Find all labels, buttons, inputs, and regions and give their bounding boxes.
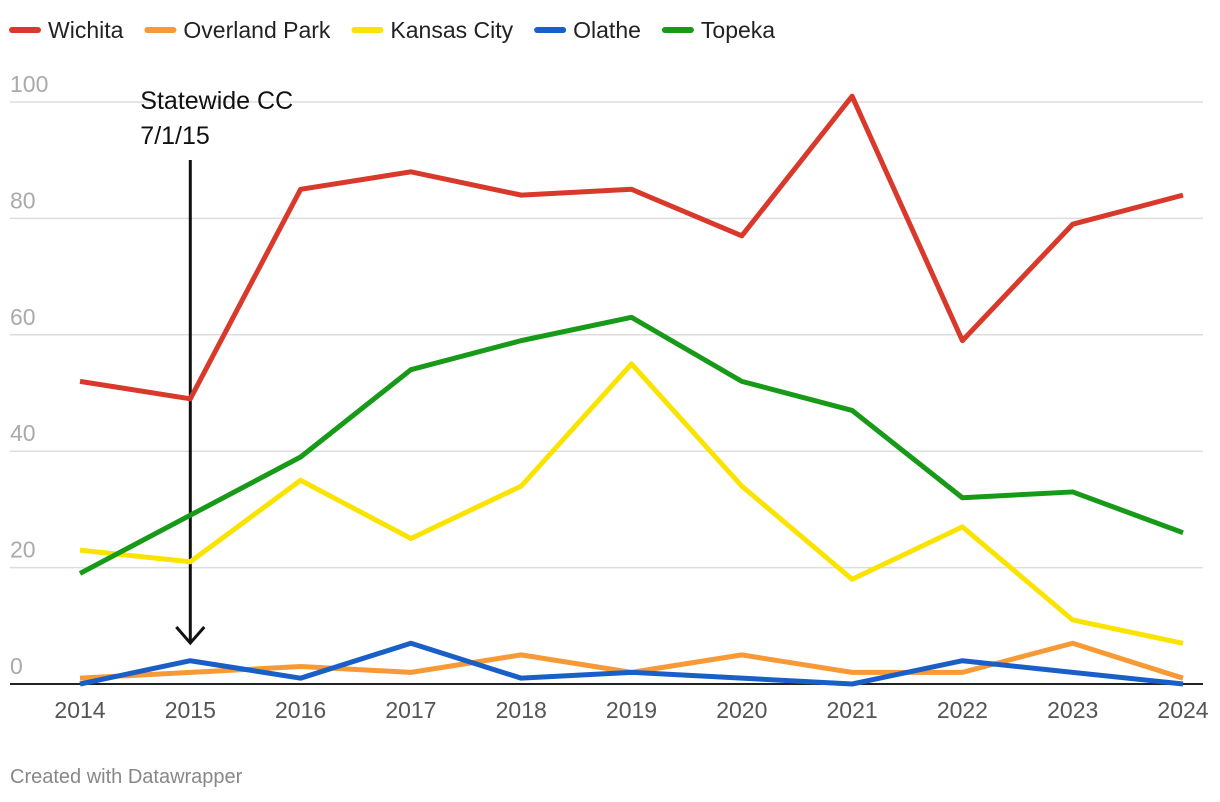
- series-line: [79, 361, 1184, 646]
- series-line: [79, 93, 1184, 402]
- annotation: Statewide CC: [140, 87, 293, 115]
- x-tick-label: 2017: [385, 697, 436, 723]
- y-tick-label: 60: [10, 304, 36, 330]
- x-tick-label: 2018: [496, 697, 547, 723]
- y-tick-label: 40: [10, 420, 36, 446]
- y-tick-label: 100: [10, 71, 48, 97]
- x-tick-label: 2014: [54, 697, 105, 723]
- x-tick-label: 2024: [1157, 697, 1208, 723]
- annotation: 7/1/15: [140, 122, 210, 150]
- x-tick-label: 2023: [1047, 697, 1098, 723]
- legend-label: Kansas City: [390, 17, 513, 43]
- y-tick-label: 0: [10, 653, 23, 679]
- x-tick-label: 2020: [716, 697, 767, 723]
- y-tick-label: 80: [10, 187, 36, 213]
- annotation-arrowhead: [175, 626, 206, 646]
- x-tick-label: 2016: [275, 697, 326, 723]
- y-tick-label: 20: [10, 537, 36, 563]
- x-tick-label: 2021: [827, 697, 878, 723]
- series-line: [78, 314, 1184, 576]
- footer: Created with Datawrapper: [10, 766, 243, 788]
- x-tick-label: 2022: [937, 697, 988, 723]
- series-line: [79, 640, 1184, 687]
- legend-label: Wichita: [48, 17, 124, 43]
- x-tick-label: 2019: [606, 697, 657, 723]
- legend-label: Overland Park: [183, 17, 331, 43]
- x-tick-label: 2015: [165, 697, 216, 723]
- legend-label: Olathe: [573, 17, 641, 43]
- legend-label: Topeka: [701, 17, 775, 43]
